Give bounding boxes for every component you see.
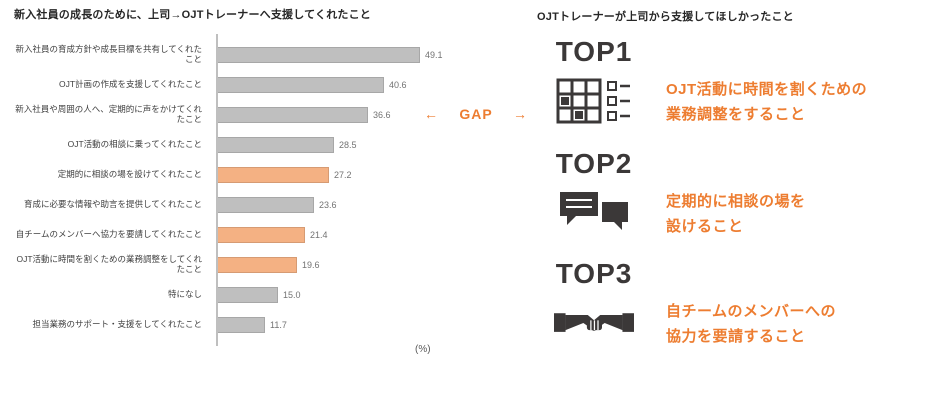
- right-panel-title: OJTトレーナーが上司から支援してほしかったこと: [537, 11, 794, 23]
- bar-category-label: 担当業務のサポート・支援をしてくれたこと: [32, 319, 203, 330]
- top2-text: 定期的に相談の場を 設けること: [666, 193, 806, 235]
- bar-row: 特になし 15.0: [14, 280, 484, 310]
- bar: [216, 47, 420, 63]
- top1-rank-label: TOP1: [555, 36, 633, 67]
- handshake-icon: [554, 298, 634, 348]
- bar-category-label: 新入社員や周囲の人へ、定期的に声をかけてくれたこと: [15, 104, 202, 124]
- bar: [216, 137, 334, 153]
- top3-block: TOP3 自チームのメンバーへの 協力を要請すること: [540, 258, 930, 350]
- bar-category-label: 自チームのメンバーへ協力を要請してくれたこと: [15, 229, 202, 240]
- bar: [216, 77, 384, 93]
- bar-chart: 新入社員の成長のために、上司→OJTトレーナーへ支援してくれたこと 新入社員の育…: [14, 6, 484, 346]
- bar-row: 新入社員の育成方針や成長目標を共有してくれたこと 49.1: [14, 40, 484, 70]
- bar-row: 自チームのメンバーへ協力を要請してくれたこと 21.4: [14, 220, 484, 250]
- bar-value-label: 21.4: [310, 230, 328, 240]
- bar-value-label: 40.6: [389, 80, 407, 90]
- bar-row: 担当業務のサポート・支援をしてくれたこと 11.7: [14, 310, 484, 340]
- bar-category-label: OJT計画の作成を支援してくれたこと: [58, 79, 202, 90]
- bar-row: OJT計画の作成を支援してくれたこと 40.6: [14, 70, 484, 100]
- bar: [216, 287, 278, 303]
- gap-callout: ← GAP →: [424, 106, 528, 122]
- top1-block: TOP1 OJT活動に時間を割く: [540, 36, 930, 128]
- bar-category-label: OJT活動の相談に乗ってくれたこと: [67, 139, 202, 150]
- top3-text: 自チームのメンバーへの 協力を要請すること: [666, 303, 837, 345]
- bar-category-label: 定期的に相談の場を設けてくれたこと: [57, 169, 202, 180]
- bar-category-label: 育成に必要な情報や助言を提供してくれたこと: [24, 199, 202, 210]
- bar: [216, 197, 314, 213]
- bar-highlighted: [216, 167, 329, 183]
- bar-row: 育成に必要な情報や助言を提供してくれたこと 23.6: [14, 190, 484, 220]
- left-arrow-icon: ←: [424, 106, 439, 122]
- bar: [216, 317, 265, 333]
- top1-text: OJT活動に時間を割くための 業務調整をすること: [666, 81, 868, 123]
- schedule-table-icon: [554, 76, 634, 126]
- bar-value-label: 36.6: [373, 110, 391, 120]
- bar-value-label: 23.6: [319, 200, 337, 210]
- top2-rank-label: TOP2: [555, 148, 633, 179]
- bar-row: 定期的に相談の場を設けてくれたこと 27.2: [14, 160, 484, 190]
- bar-value-label: 49.1: [425, 50, 443, 60]
- bar-category-label: 新入社員の育成方針や成長目標を共有してくれたこと: [15, 44, 203, 64]
- bar-row: 新入社員や周囲の人へ、定期的に声をかけてくれたこと 36.6: [14, 100, 484, 130]
- bar-category-label: OJT活動に時間を割くための業務調整をしてくれたこと: [16, 254, 202, 274]
- chart-title: 新入社員の成長のために、上司→OJTトレーナーへ支援してくれたこと: [14, 9, 372, 21]
- bar-value-label: 28.5: [339, 140, 357, 150]
- right-arrow-icon: →: [513, 106, 528, 122]
- bar-category-label: 特になし: [167, 289, 202, 300]
- bar-value-label: 11.7: [270, 320, 287, 330]
- axis-unit-label: (%): [415, 344, 431, 355]
- bar-value-label: 27.2: [334, 170, 352, 180]
- chat-bubbles-icon: [554, 188, 634, 238]
- bar-value-label: 15.0: [283, 290, 301, 300]
- bar-row: OJT活動に時間を割くための業務調整をしてくれたこと 19.6: [14, 250, 484, 280]
- bar-highlighted: [216, 257, 297, 273]
- bar: [216, 107, 368, 123]
- bar-highlighted: [216, 227, 305, 243]
- bar-row: OJT活動の相談に乗ってくれたこと 28.5: [14, 130, 484, 160]
- top2-block: TOP2 定期的に相談の場を 設けること: [540, 148, 930, 240]
- top3-rank-label: TOP3: [555, 258, 633, 289]
- gap-label: GAP: [459, 106, 493, 122]
- bar-rows: 新入社員の育成方針や成長目標を共有してくれたこと 49.1 OJT計画の作成を支…: [14, 34, 484, 346]
- bar-value-label: 19.6: [302, 260, 320, 270]
